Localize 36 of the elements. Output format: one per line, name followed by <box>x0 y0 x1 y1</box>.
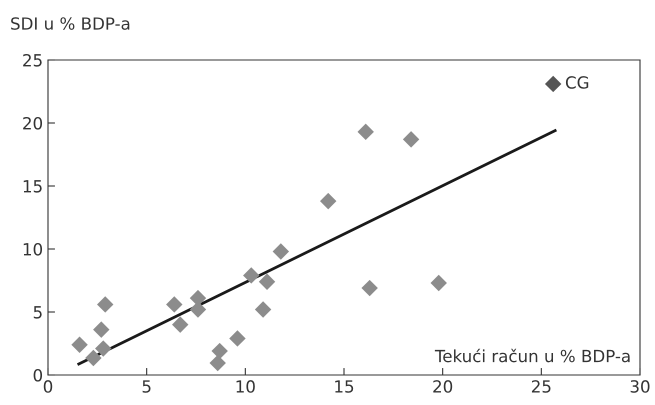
y-tick-label: 25 <box>23 54 42 67</box>
y-tick-label: 10 <box>24 242 42 256</box>
x-tick-label: 0 <box>44 380 52 393</box>
point <box>229 330 246 347</box>
point <box>272 243 290 260</box>
series-label: CG <box>566 76 588 89</box>
x-tick-label: 20 <box>433 380 452 393</box>
point <box>85 350 102 366</box>
point <box>97 296 114 313</box>
point <box>544 76 562 92</box>
y-axis-title: SDI u % BDP-a <box>11 17 130 30</box>
point <box>209 354 226 372</box>
x-tick-label: 15 <box>335 380 354 393</box>
point <box>71 336 88 353</box>
x-axis-title: Tekući račun u % BDP-a <box>434 348 630 362</box>
point <box>166 296 183 313</box>
point <box>95 340 112 357</box>
y-tick-label: 0 <box>34 368 42 382</box>
point <box>361 280 378 296</box>
point <box>243 267 260 284</box>
y-tick-label: 20 <box>23 116 42 130</box>
point <box>258 274 276 290</box>
point <box>211 342 228 360</box>
x-tick-label: 10 <box>236 380 255 393</box>
point <box>172 316 188 333</box>
x-tick-label: 5 <box>142 380 151 393</box>
point <box>402 131 420 148</box>
point <box>254 301 272 318</box>
x-tick-label: 25 <box>532 380 550 393</box>
point <box>430 274 447 292</box>
y-tick-label: 5 <box>34 306 42 319</box>
point <box>93 321 110 338</box>
point <box>320 192 336 210</box>
y-tick-label: 15 <box>24 180 42 193</box>
point <box>357 124 374 140</box>
x-tick-label: 30 <box>630 380 650 393</box>
